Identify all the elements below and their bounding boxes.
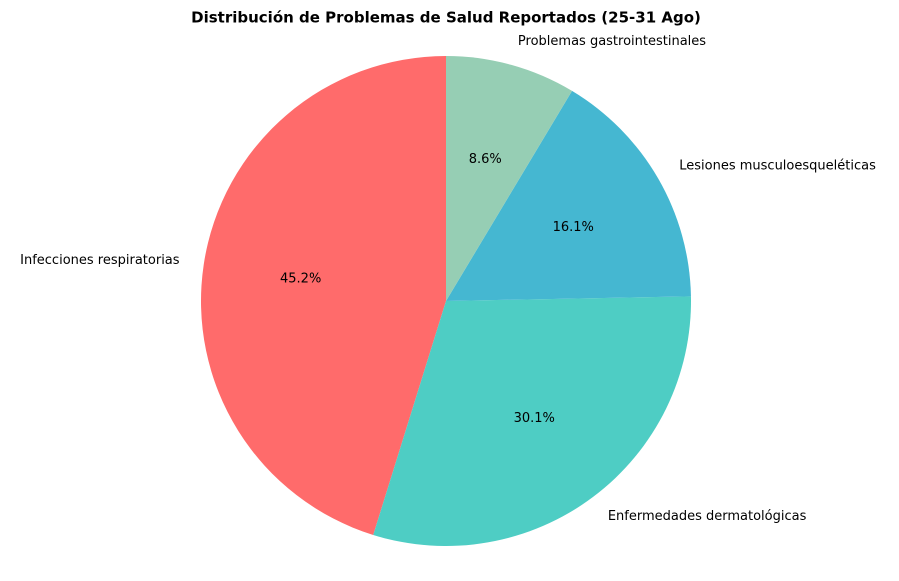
pct-label: 30.1% xyxy=(514,411,555,426)
slice-label: Enfermedades dermatológicas xyxy=(608,509,807,524)
chart-title: Distribución de Problemas de Salud Repor… xyxy=(191,9,701,27)
pie-slice xyxy=(201,56,446,535)
slice-label: Infecciones respiratorias xyxy=(20,253,180,268)
pie-slice xyxy=(446,56,573,301)
slice-label: Problemas gastrointestinales xyxy=(518,34,706,49)
pct-label: 16.1% xyxy=(553,220,594,235)
pie-slice xyxy=(373,296,692,546)
pct-label: 8.6% xyxy=(469,152,502,167)
slice-label: Lesiones musculoesqueléticas xyxy=(679,159,876,174)
pct-label: 45.2% xyxy=(280,271,321,286)
pie-slice xyxy=(446,90,691,301)
